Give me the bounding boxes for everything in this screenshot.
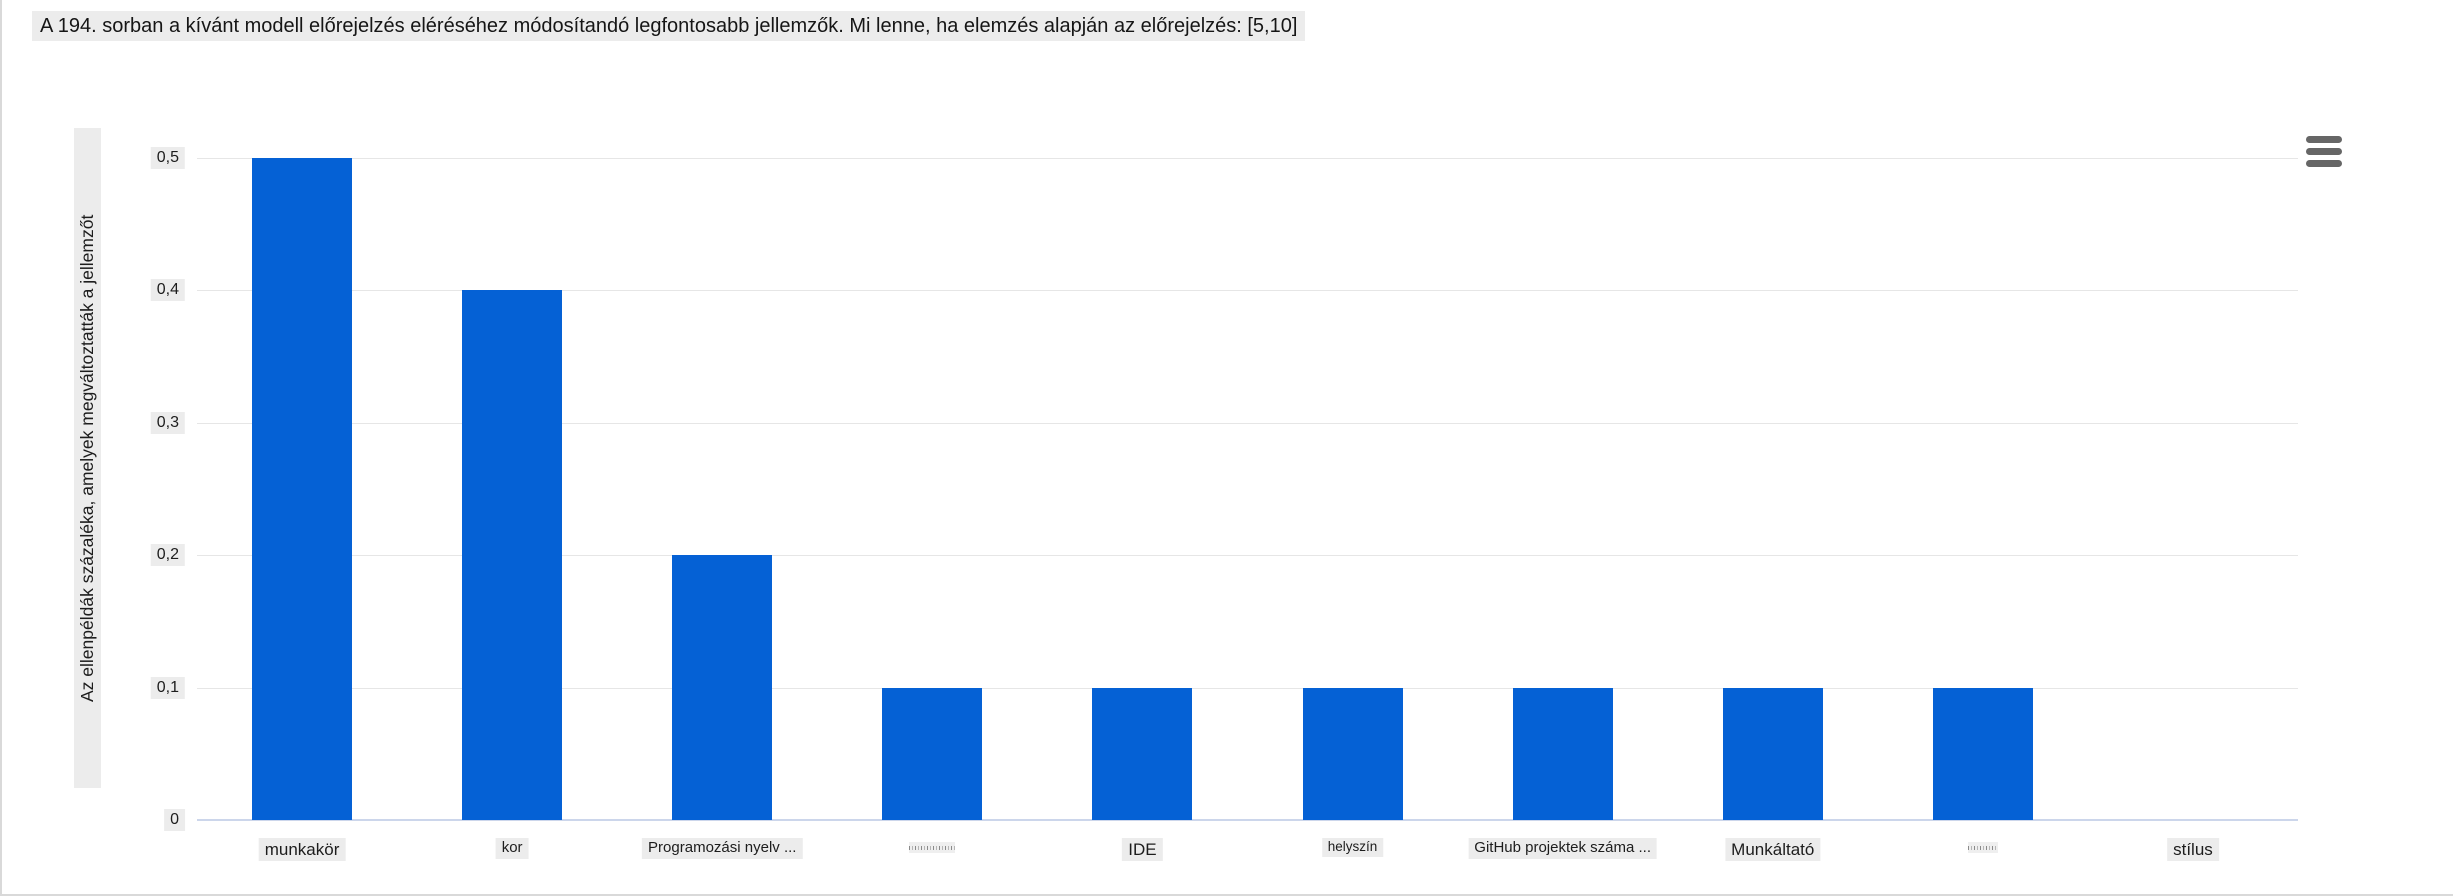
bar-kor[interactable] [462, 290, 563, 820]
bar-Munkáltató[interactable] [1722, 687, 1823, 820]
x-axis-label: Munkáltató [1725, 838, 1821, 862]
y-axis-tick-label: 0,1 [150, 676, 185, 699]
x-axis-label: stílus [2167, 838, 2219, 862]
y-axis-tick-label: 0,4 [150, 279, 185, 302]
x-axis-line [197, 819, 2298, 821]
y-gridline [197, 290, 2298, 292]
y-axis-tick-label: 0,5 [150, 147, 185, 169]
y-axis-tick-label: 0,2 [150, 544, 185, 567]
y-axis-tick-label: 0,3 [150, 411, 185, 434]
y-axis-tick-label: 0 [164, 809, 185, 831]
x-axis-label: Programozási nyelv ... [642, 838, 803, 859]
x-axis-label: munkakör [258, 838, 346, 862]
bar-Programozási nyelv ...[interactable] [672, 555, 773, 820]
hamburger-menu-icon [2306, 159, 2342, 167]
bar-GitHub projektek száma ...[interactable] [1512, 687, 1613, 820]
bar-category-4[interactable] [882, 687, 983, 820]
x-axis-label: GitHub projektek száma ... [1468, 838, 1658, 859]
chart-context-menu-button[interactable] [2301, 129, 2347, 173]
x-axis-label: helyszín [1321, 838, 1384, 857]
x-axis-label-illegible-micro-text [909, 842, 956, 853]
y-axis-title: Az ellenpéldák százaléka, amelyek megvál… [74, 128, 101, 788]
y-gridline [197, 158, 2298, 159]
y-gridline [197, 422, 2298, 424]
y-gridline [197, 555, 2298, 557]
bar-munkakör[interactable] [252, 158, 353, 820]
bar-category-9[interactable] [1932, 687, 2033, 820]
x-axis-label-illegible-micro-text [1967, 842, 1998, 853]
bar-helyszín[interactable] [1302, 687, 1403, 820]
x-axis-label: IDE [1122, 838, 1163, 862]
x-axis-label: kor [495, 838, 529, 859]
bar-IDE[interactable] [1092, 687, 1193, 820]
y-gridline [197, 687, 2298, 689]
chart-title: A 194. sorban a kívánt modell előrejelzé… [32, 11, 1306, 41]
hamburger-menu-icon [2306, 135, 2342, 143]
hamburger-menu-icon [2306, 147, 2342, 155]
